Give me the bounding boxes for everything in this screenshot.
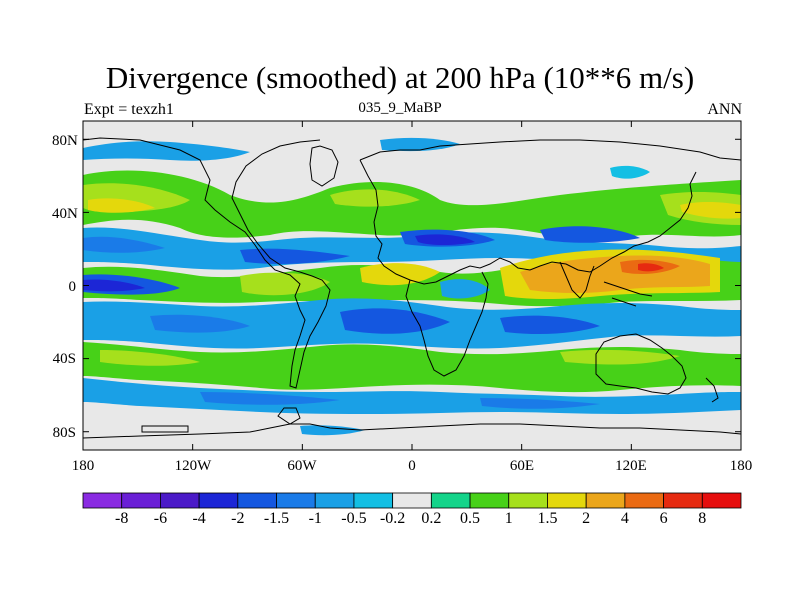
eurasia-outline [359, 139, 742, 285]
antarctica-outline [82, 423, 742, 439]
colorbar-box-1 [121, 492, 161, 509]
x-tick-label-0: 0 [408, 458, 416, 474]
nh-yellow-2 [88, 198, 155, 213]
season-label: ANN [707, 101, 742, 118]
y-tick-label-40s: 40S [52, 351, 76, 367]
arctic-blue [83, 141, 250, 161]
nh-dark-1 [415, 234, 475, 245]
antarctic-peninsula-outline [277, 407, 301, 425]
experiment-label: Expt = texzh1 [84, 101, 174, 118]
colorbar-box-13 [585, 492, 626, 509]
north-america-outline [82, 137, 331, 389]
greenland-outline [309, 145, 339, 187]
colorbar-label-6: -0.5 [341, 510, 367, 527]
africa-outline [405, 271, 489, 377]
colorbar-label-5: -1 [308, 510, 322, 527]
sh-blue-inner-3 [150, 314, 250, 333]
colorbar-label-13: 4 [620, 510, 629, 527]
colorbar-box-11 [508, 492, 548, 509]
colorbar-label-14: 6 [659, 510, 668, 527]
colorbar [82, 492, 742, 509]
indonesia-outline [603, 281, 653, 307]
colorbar-label-8: 0.2 [421, 510, 442, 527]
colorbar-label-9: 0.5 [460, 510, 481, 527]
colorbar-box-15 [663, 492, 703, 509]
y-tick-label-40n: 40N [52, 206, 78, 222]
colorbar-label-0: -8 [115, 510, 129, 527]
contour-field [83, 121, 741, 450]
colorbar-box-4 [237, 492, 277, 509]
australia-outline [595, 333, 687, 395]
colorbar-label-11: 1.5 [537, 510, 558, 527]
eq-yellow-2 [240, 272, 330, 296]
sh-high-blue-inner-2 [480, 398, 600, 409]
nh-light-1 [330, 189, 420, 207]
sh-yellow-2 [100, 350, 200, 366]
colorbar-box-16 [701, 492, 742, 509]
arctic-blue-3 [610, 165, 650, 179]
nh-blue-inner-4 [83, 236, 165, 253]
colorbar-label-10: 1 [504, 510, 513, 527]
colorbar-label-12: 2 [582, 510, 591, 527]
colorbar-label-4: -1.5 [263, 510, 290, 527]
colorbar-box-7 [353, 492, 394, 509]
colorbar-box-3 [198, 492, 239, 509]
colorbar-box-0 [82, 492, 123, 509]
colorbar-label-3: -2 [231, 510, 245, 527]
sh-yellow-1 [560, 349, 680, 365]
eq-dark-pacific [83, 279, 145, 292]
nh-blue-inner-3 [540, 226, 640, 243]
colorbar-box-14 [624, 492, 664, 509]
arctic-blue-2 [380, 137, 460, 152]
colorbar-label-2: -4 [192, 510, 206, 527]
sh-high-blue-inner [200, 392, 340, 405]
x-tick-label-120w: 120W [174, 458, 212, 474]
colorbar-label-1: -6 [153, 510, 168, 527]
eq-red [638, 263, 664, 272]
colorbar-box-2 [160, 492, 200, 509]
colorbar-box-9 [430, 492, 471, 509]
nh-yellow-4 [680, 201, 741, 219]
colorbar-box-6 [314, 492, 355, 509]
colorbar-box-5 [276, 492, 316, 509]
sh-blue-inner [340, 308, 450, 334]
y-tick-label-80s: 80S [52, 425, 76, 441]
ross-shelf-outline [141, 425, 189, 433]
colorbar-box-12 [547, 492, 587, 509]
nh-blue-inner [240, 248, 350, 264]
colorbar-label-15: 8 [698, 510, 707, 527]
x-tick-label-60e: 60E [509, 458, 535, 474]
x-tick-label-180e: 180 [729, 458, 753, 474]
antarctic-blue [300, 425, 365, 436]
nh-mid-band [83, 170, 741, 240]
colorbar-box-10 [469, 492, 510, 509]
x-tick-label-180w: 180 [71, 458, 95, 474]
colorbar-label-7: -0.2 [379, 510, 406, 527]
period-label: 035_9_MaBP [358, 100, 442, 116]
colorbar-box-8 [392, 492, 432, 509]
y-tick-label-0: 0 [68, 279, 77, 295]
new-zealand-outline [705, 377, 719, 403]
sh-blue-inner-2 [500, 315, 600, 334]
x-tick-label-60w: 60W [287, 458, 317, 474]
plot-title: Divergence (smoothed) at 200 hPa (10**6 … [105, 60, 695, 95]
coastlines [82, 137, 742, 439]
eq-blue-mid [440, 279, 490, 299]
x-tick-label-120e: 120E [615, 458, 647, 474]
axis-ticks [82, 121, 742, 450]
india-outline [559, 261, 595, 299]
y-tick-label-80n: 80N [52, 133, 78, 149]
eq-yellow-3 [360, 263, 440, 286]
